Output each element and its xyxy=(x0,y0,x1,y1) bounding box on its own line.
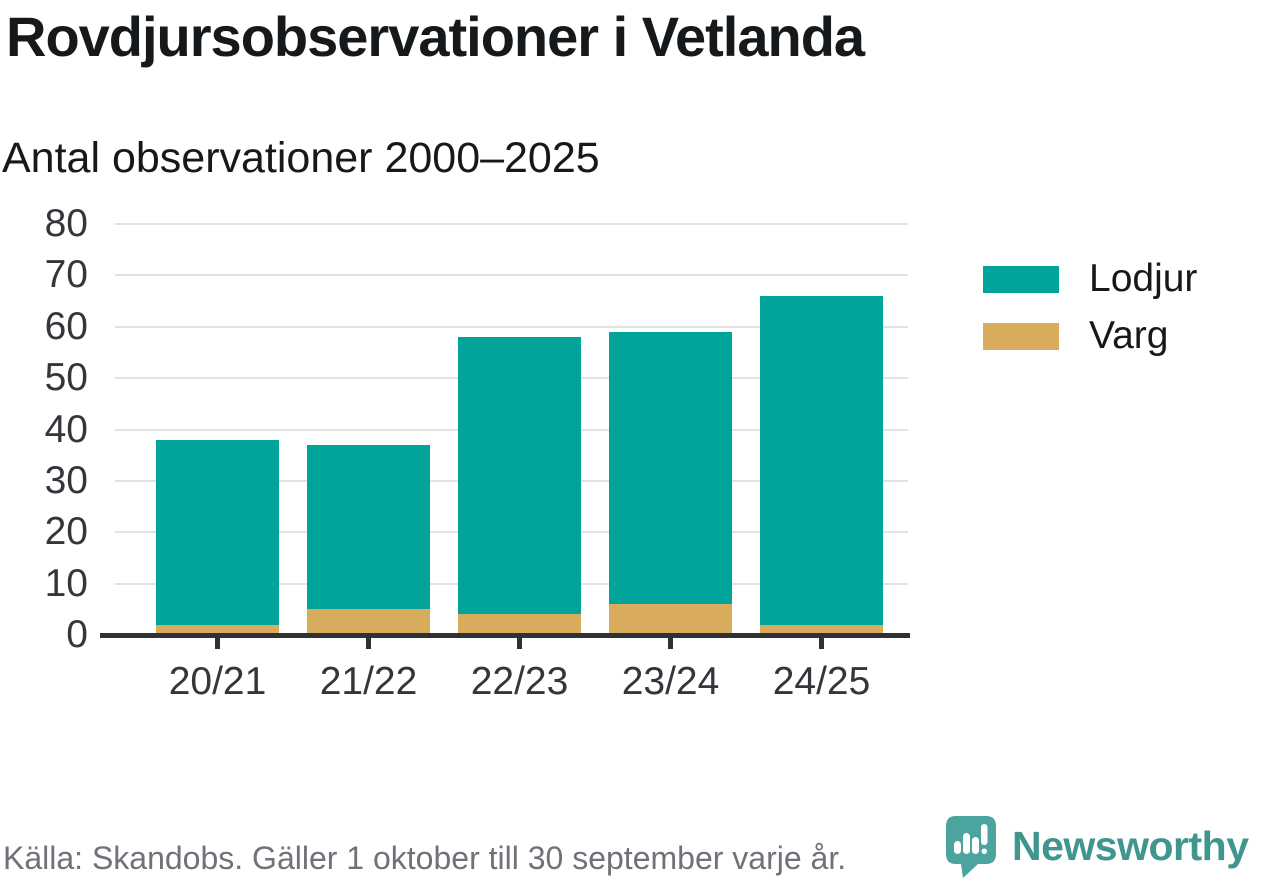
chart-subtitle: Antal observationer 2000–2025 xyxy=(2,134,600,182)
x-axis-tick xyxy=(517,635,522,649)
y-axis-tick-label: 80 xyxy=(44,202,88,245)
y-axis-tick-label: 20 xyxy=(44,510,88,554)
x-axis-tick-label: 21/22 xyxy=(319,660,418,703)
legend-label-varg: Varg xyxy=(1089,314,1169,357)
gridline xyxy=(115,274,908,277)
bar-segment-lodjur-22/23 xyxy=(458,337,581,615)
bar-segment-lodjur-21/22 xyxy=(307,444,430,610)
legend-item-varg: Varg xyxy=(983,314,1197,357)
x-axis-tick-label: 24/25 xyxy=(772,660,871,703)
y-axis-tick-label: 70 xyxy=(44,253,88,297)
y-axis-tick-label: 60 xyxy=(44,304,88,348)
y-axis-tick-label: 30 xyxy=(44,458,88,502)
x-axis-tick-label: 22/23 xyxy=(470,660,569,703)
legend-swatch-lodjur xyxy=(983,265,1059,293)
x-axis-tick-label: 20/21 xyxy=(168,660,267,703)
newsworthy-icon xyxy=(946,816,996,878)
chart-title: Rovdjursobservationer i Vetlanda xyxy=(6,5,865,68)
y-axis-tick-label: 0 xyxy=(66,613,88,656)
gridline xyxy=(115,325,908,328)
bar-segment-varg-24/25 xyxy=(760,624,883,635)
bar-segment-varg-20/21 xyxy=(156,624,279,635)
brand-name: Newsworthy xyxy=(1012,823,1249,869)
y-axis-tick-label: 50 xyxy=(44,356,88,400)
gridline xyxy=(115,223,908,225)
legend-label-lodjur: Lodjur xyxy=(1089,257,1198,300)
bar-segment-lodjur-24/25 xyxy=(760,295,883,625)
source-note: Källa: Skandobs. Gäller 1 oktober till 3… xyxy=(3,840,847,876)
bar-segment-varg-22/23 xyxy=(458,614,581,635)
x-axis-tick xyxy=(366,635,371,649)
legend: Lodjur Varg xyxy=(983,257,1198,372)
x-axis-tick xyxy=(819,635,824,649)
legend-swatch-varg xyxy=(983,322,1059,350)
legend-item-lodjur: Lodjur xyxy=(983,257,1198,300)
y-axis-tick-label: 10 xyxy=(44,561,88,605)
x-axis-line xyxy=(100,633,910,638)
bar-segment-lodjur-23/24 xyxy=(609,331,732,605)
x-axis-tick xyxy=(668,635,673,649)
bar-segment-varg-23/24 xyxy=(609,604,732,635)
x-axis-tick xyxy=(215,635,220,649)
bar-segment-varg-21/22 xyxy=(307,609,430,635)
brand-logo: Newsworthy xyxy=(946,816,1249,878)
bar-segment-lodjur-20/21 xyxy=(156,439,279,625)
x-axis-tick-label: 23/24 xyxy=(621,660,720,703)
y-axis-tick-label: 40 xyxy=(44,407,88,451)
